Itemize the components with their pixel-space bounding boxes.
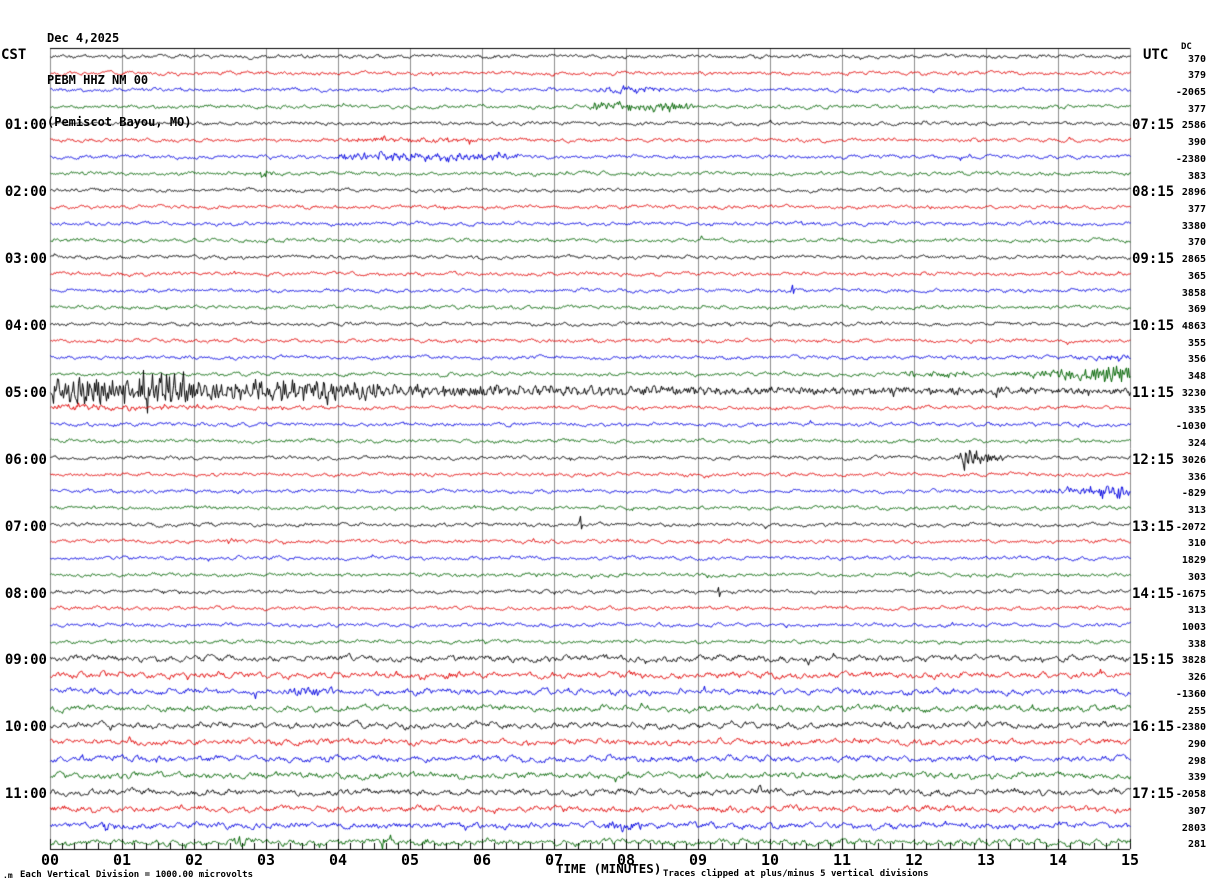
footer-clip-note: Traces clipped at plus/minus 5 vertical … <box>663 869 929 879</box>
dc-value: -1030 <box>1175 421 1206 432</box>
utc-hour-label: 08:15 <box>1132 184 1175 200</box>
x-tick-label: 15 <box>1120 851 1140 869</box>
utc-hour-label: 17:15 <box>1132 786 1175 802</box>
dc-value: -2380 <box>1175 722 1206 733</box>
cst-hour-label: 05:00 <box>4 385 47 401</box>
x-tick-label: 08 <box>616 851 636 869</box>
cst-hour-label: 07:00 <box>4 519 47 535</box>
plot-header: Dec 4,2025 PEBM HHZ NM 00 (Pemiscot Bayo… <box>47 3 192 157</box>
dc-value: 313 <box>1187 605 1206 616</box>
x-tick-label: 05 <box>400 851 420 869</box>
utc-hour-label: 07:15 <box>1132 117 1175 133</box>
dc-value: 3380 <box>1181 221 1206 232</box>
x-tick-label: 10 <box>760 851 780 869</box>
dc-value: 379 <box>1187 70 1206 81</box>
dc-value: 336 <box>1187 472 1206 483</box>
dc-value: 355 <box>1187 338 1206 349</box>
x-tick-label: 11 <box>832 851 852 869</box>
watermark-glyph: .m <box>3 871 13 880</box>
dc-value: -1675 <box>1175 589 1206 600</box>
x-tick-label: 07 <box>544 851 564 869</box>
dc-value: 298 <box>1187 756 1206 767</box>
dc-value: 2586 <box>1181 120 1206 131</box>
left-axis-title: CST <box>1 47 27 63</box>
dc-column-header: DC <box>1181 42 1192 52</box>
dc-value: 348 <box>1187 371 1206 382</box>
footer-scale-note: Each Vertical Division = 1000.00 microvo… <box>20 870 253 880</box>
cst-hour-label: 02:00 <box>4 184 47 200</box>
dc-value: 383 <box>1187 171 1206 182</box>
x-tick-label: 00 <box>40 851 60 869</box>
x-tick-label: 12 <box>904 851 924 869</box>
dc-value: -2065 <box>1175 87 1206 98</box>
x-tick-label: 01 <box>112 851 132 869</box>
dc-value: 303 <box>1187 572 1206 583</box>
dc-value: 4863 <box>1181 321 1206 332</box>
cst-hour-label: 09:00 <box>4 652 47 668</box>
dc-value: 1829 <box>1181 555 1206 566</box>
date-label: Dec 4,2025 <box>47 31 120 45</box>
dc-value: 370 <box>1187 237 1206 248</box>
dc-value: -2058 <box>1175 789 1206 800</box>
right-axis-title: UTC <box>1143 47 1169 63</box>
cst-hour-label: 10:00 <box>4 719 47 735</box>
dc-value: 335 <box>1187 405 1206 416</box>
station-code-label: PEBM HHZ NM 00 <box>47 73 149 87</box>
utc-hour-label: 10:15 <box>1132 318 1175 334</box>
dc-value: 3858 <box>1181 288 1206 299</box>
dc-value: 2865 <box>1181 254 1206 265</box>
x-tick-label: 04 <box>328 851 348 869</box>
dc-value: 310 <box>1187 538 1206 549</box>
dc-value: 377 <box>1187 204 1206 215</box>
dc-value: 255 <box>1187 706 1206 717</box>
dc-value: 3026 <box>1181 455 1206 466</box>
utc-hour-label: 14:15 <box>1132 586 1175 602</box>
dc-value: -1360 <box>1175 689 1206 700</box>
x-tick-label: 03 <box>256 851 276 869</box>
dc-value: 2896 <box>1181 187 1206 198</box>
x-axis-title: TIME (MINUTES) <box>556 861 662 876</box>
dc-value: 377 <box>1187 104 1206 115</box>
dc-value: 356 <box>1187 354 1206 365</box>
x-tick-label: 13 <box>976 851 996 869</box>
dc-value: 390 <box>1187 137 1206 148</box>
dc-value: 3230 <box>1181 388 1206 399</box>
x-tick-label: 06 <box>472 851 492 869</box>
utc-hour-label: 09:15 <box>1132 251 1175 267</box>
dc-value: 370 <box>1187 54 1206 65</box>
dc-value: 1003 <box>1181 622 1206 633</box>
dc-value: 307 <box>1187 806 1206 817</box>
dc-value: 326 <box>1187 672 1206 683</box>
dc-value: 369 <box>1187 304 1206 315</box>
station-location-label: (Pemiscot Bayou, MO) <box>47 115 192 129</box>
dc-value: 3828 <box>1181 655 1206 666</box>
utc-hour-label: 12:15 <box>1132 452 1175 468</box>
utc-hour-label: 16:15 <box>1132 719 1175 735</box>
dc-value: 313 <box>1187 505 1206 516</box>
dc-value: -2380 <box>1175 154 1206 165</box>
dc-value: 338 <box>1187 639 1206 650</box>
cst-hour-label: 03:00 <box>4 251 47 267</box>
dc-value: -2072 <box>1175 522 1206 533</box>
cst-hour-label: 01:00 <box>4 117 47 133</box>
dc-value: 281 <box>1187 839 1206 850</box>
utc-hour-label: 15:15 <box>1132 652 1175 668</box>
dc-value: 290 <box>1187 739 1206 750</box>
dc-value: 2803 <box>1181 823 1206 834</box>
cst-hour-label: 11:00 <box>4 786 47 802</box>
cst-hour-label: 04:00 <box>4 318 47 334</box>
utc-hour-label: 13:15 <box>1132 519 1175 535</box>
utc-hour-label: 11:15 <box>1132 385 1175 401</box>
dc-value: 324 <box>1187 438 1206 449</box>
x-tick-label: 09 <box>688 851 708 869</box>
x-tick-label: 02 <box>184 851 204 869</box>
dc-value: 365 <box>1187 271 1206 282</box>
dc-value: -829 <box>1181 488 1206 499</box>
dc-value: 339 <box>1187 772 1206 783</box>
x-tick-label: 14 <box>1048 851 1068 869</box>
cst-hour-label: 08:00 <box>4 586 47 602</box>
cst-hour-label: 06:00 <box>4 452 47 468</box>
